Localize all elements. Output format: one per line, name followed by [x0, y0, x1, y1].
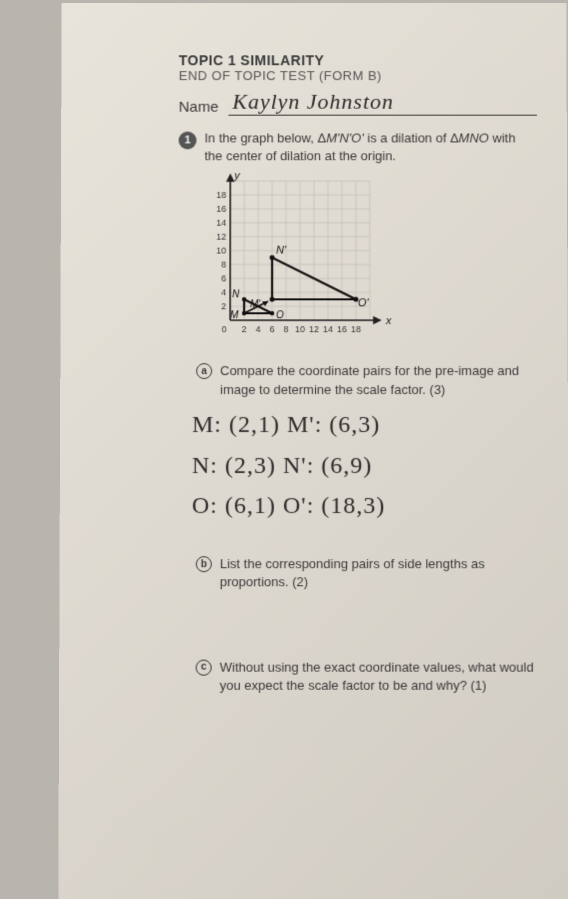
svg-text:N: N — [232, 290, 240, 301]
question-1: 1 In the graph below, ΔM'N'O' is a dilat… — [179, 130, 538, 166]
work-line-1: M: (2,1) M': (6,3) — [192, 405, 538, 446]
svg-text:4: 4 — [256, 325, 261, 335]
svg-text:O: O — [276, 311, 284, 322]
svg-text:0: 0 — [222, 325, 227, 335]
svg-text:x: x — [385, 316, 392, 328]
svg-text:16: 16 — [216, 204, 226, 214]
graph-container: 24 68 1012 1416 18 24 68 1012 1416 18 0 … — [198, 174, 538, 353]
svg-text:12: 12 — [216, 232, 226, 242]
svg-text:10: 10 — [216, 246, 226, 256]
name-row: Name Kaylyn Johnston — [179, 89, 537, 116]
question-text: In the graph below, ΔM'N'O' is a dilatio… — [204, 130, 537, 166]
svg-text:2: 2 — [221, 302, 226, 312]
svg-text:8: 8 — [284, 325, 289, 335]
dilation-graph: 24 68 1012 1416 18 24 68 1012 1416 18 0 … — [198, 174, 438, 353]
part-a: a Compare the coordinate pairs for the p… — [196, 362, 538, 398]
svg-text:12: 12 — [309, 325, 319, 335]
svg-text:6: 6 — [221, 274, 226, 284]
svg-text:14: 14 — [216, 218, 226, 228]
svg-text:N': N' — [276, 245, 287, 257]
part-c: c Without using the exact coordinate val… — [196, 658, 539, 695]
svg-text:18: 18 — [216, 190, 226, 200]
svg-text:16: 16 — [337, 325, 347, 335]
svg-text:O': O' — [358, 298, 370, 310]
part-b-text: List the corresponding pairs of side len… — [220, 555, 539, 592]
work-line-2: N: (2,3) N': (6,9) — [192, 446, 538, 487]
part-a-text: Compare the coordinate pairs for the pre… — [220, 362, 538, 398]
part-c-text: Without using the exact coordinate value… — [220, 658, 539, 695]
svg-text:6: 6 — [270, 325, 275, 335]
part-a-letter: a — [196, 363, 212, 379]
svg-text:4: 4 — [221, 288, 226, 298]
svg-text:10: 10 — [295, 325, 305, 335]
part-c-letter: c — [196, 659, 212, 675]
svg-text:2: 2 — [242, 325, 247, 335]
part-b-letter: b — [196, 556, 212, 572]
student-work: M: (2,1) M': (6,3) N: (2,3) N': (6,9) O:… — [192, 405, 538, 527]
work-line-3: O: (6,1) O': (18,3) — [192, 486, 538, 527]
part-b: b List the corresponding pairs of side l… — [196, 555, 539, 592]
form-subtitle: END OF TOPIC TEST (FORM B) — [179, 68, 537, 83]
svg-text:8: 8 — [221, 260, 226, 270]
svg-text:M: M — [230, 311, 239, 322]
svg-text:18: 18 — [351, 325, 361, 335]
student-name: Kaylyn Johnston — [228, 89, 536, 116]
question-number-badge: 1 — [179, 132, 197, 150]
svg-text:14: 14 — [323, 325, 333, 335]
name-label: Name — [179, 99, 219, 116]
worksheet-paper: TOPIC 1 SIMILARITY END OF TOPIC TEST (FO… — [58, 3, 568, 899]
topic-heading: TOPIC 1 SIMILARITY — [179, 52, 537, 68]
